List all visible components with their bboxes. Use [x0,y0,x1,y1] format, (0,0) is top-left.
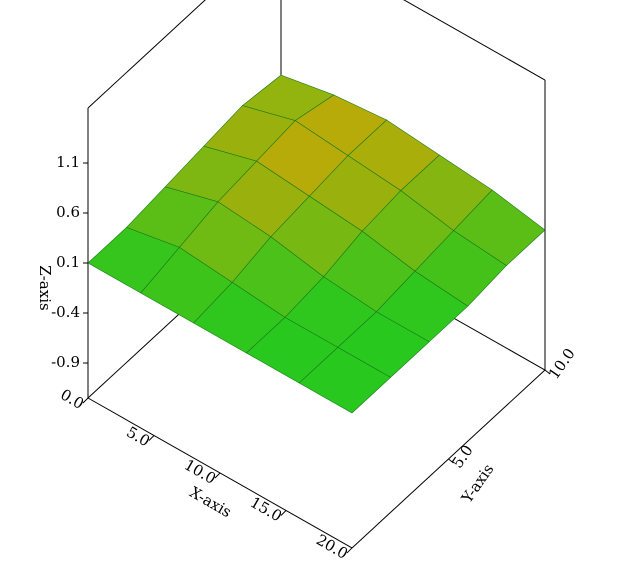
x-tick [214,472,221,479]
z-tick-label: 1.1 [56,153,80,171]
x-tick-label: 5.0 [123,423,153,451]
x-tick-label: 10.0 [181,456,219,488]
x-tick-label: 15.0 [247,493,285,525]
y-tick-label: 5.0 [448,442,476,472]
x-tick [346,547,353,554]
z-tick-label: -0.4 [51,303,80,321]
x-tick [148,435,155,441]
x-axis-label: X-axis [186,483,234,521]
x-tick-label: 20.0 [313,531,351,563]
y-tick [544,369,551,375]
z-axis-label: Z-axis [36,265,54,310]
surface-patch [298,347,392,414]
y-tick [448,458,454,464]
box-edge [403,0,546,81]
z-tick-label: -0.9 [51,353,80,371]
x-tick [280,510,287,516]
x-tick-label: 0.0 [57,385,87,413]
z-tick-label: 0.1 [56,253,80,271]
box-edge [87,0,206,109]
x-tick [82,397,89,404]
y-tick-label: 10.0 [545,345,579,383]
z-tick-label: 0.6 [56,203,80,221]
